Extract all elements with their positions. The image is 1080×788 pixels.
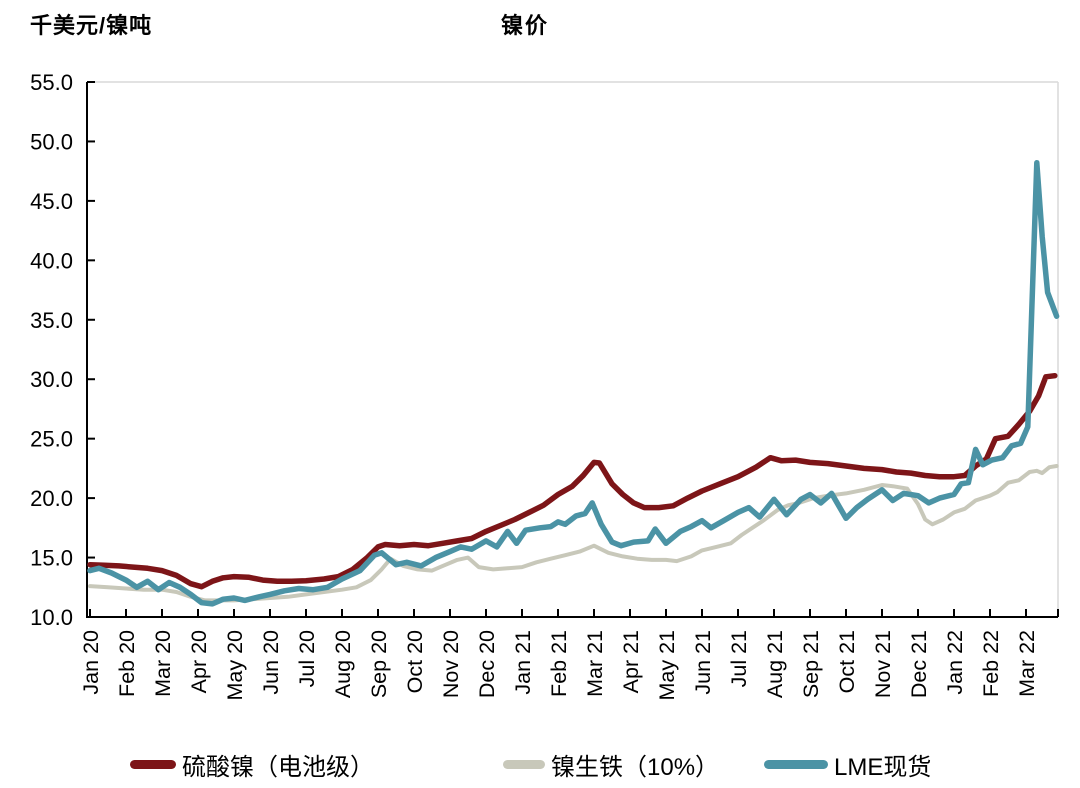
x-axis-tick-label: Mar 21 bbox=[583, 630, 607, 697]
x-axis-tick-label: Jan 20 bbox=[79, 630, 103, 695]
x-axis-tick-label: Aug 20 bbox=[331, 630, 355, 698]
x-axis-tick-label: Feb 22 bbox=[979, 630, 1003, 697]
y-axis-tick-label: 20.0 bbox=[30, 486, 73, 511]
x-axis-tick-label: Apr 20 bbox=[187, 630, 211, 693]
y-axis-tick-label: 40.0 bbox=[30, 248, 73, 273]
series-line-0 bbox=[87, 372, 1058, 590]
x-axis-tick-label: Mar 20 bbox=[151, 630, 175, 697]
x-axis-tick-label: Jan 21 bbox=[511, 630, 535, 695]
legend-swatch-nickel-sulfate bbox=[130, 759, 176, 769]
x-axis-tick-label: Dec 21 bbox=[907, 630, 931, 698]
x-axis-tick-label: Feb 21 bbox=[547, 630, 571, 697]
y-axis-tick-label: 50.0 bbox=[30, 129, 73, 154]
y-axis-tick-label: 30.0 bbox=[30, 367, 73, 392]
x-axis-tick-label: Jan 22 bbox=[943, 630, 967, 695]
y-axis-tick-label: 35.0 bbox=[30, 308, 73, 333]
x-axis-tick-label: May 21 bbox=[655, 630, 679, 701]
x-axis-tick-label: Jun 21 bbox=[691, 630, 715, 695]
legend-swatch-lme-spot bbox=[764, 759, 828, 769]
legend-label-nickel-pig-iron: 镍生铁（10%） bbox=[551, 753, 720, 781]
x-axis-tick-label: Nov 20 bbox=[439, 630, 463, 698]
legend-item-lme-spot: LME现货 bbox=[764, 748, 932, 781]
legend-swatch-nickel-pig-iron bbox=[503, 759, 545, 769]
legend-item-nickel-sulfate: 硫酸镍（电池级） bbox=[130, 748, 374, 781]
y-axis-tick-label: 55.0 bbox=[30, 70, 73, 95]
y-axis-unit-label: 千美元/镍吨 bbox=[30, 13, 153, 38]
y-axis-tick-label: 25.0 bbox=[30, 427, 73, 452]
x-axis-tick-label: Feb 20 bbox=[115, 630, 139, 697]
x-axis-tick-label: Sep 21 bbox=[799, 630, 823, 698]
x-axis-tick-label: Dec 20 bbox=[475, 630, 499, 698]
chart-legend: 硫酸镍（电池级） 镍生铁（10%） LME现货 bbox=[0, 748, 1080, 782]
x-axis-tick-label: Sep 20 bbox=[367, 630, 391, 698]
line-chart-canvas: 10.0 15.0 20.0 25.0 30.0 35.0 40.0 45.0 50.0 55.0… bbox=[30, 70, 1060, 701]
y-axis-tick-label: 10.0 bbox=[30, 605, 73, 630]
chart-title: 镍价 bbox=[500, 13, 549, 38]
series-line-1 bbox=[88, 464, 1059, 603]
legend-label-lme-spot: LME现货 bbox=[834, 753, 932, 781]
legend-item-nickel-pig-iron: 镍生铁（10%） bbox=[503, 748, 720, 781]
series-line-2 bbox=[87, 160, 1060, 607]
y-axis-tick-label: 45.0 bbox=[30, 189, 73, 214]
x-axis-tick-label: Jul 21 bbox=[727, 630, 751, 687]
x-axis-tick-label: Jul 20 bbox=[295, 630, 319, 687]
x-axis-tick-label: Jun 20 bbox=[259, 630, 283, 695]
x-axis-tick-label: Aug 21 bbox=[763, 630, 787, 698]
x-axis-tick-label: May 20 bbox=[223, 630, 247, 701]
x-axis-tick-label: Oct 20 bbox=[403, 630, 427, 693]
x-axis-tick-label: Oct 21 bbox=[835, 630, 859, 693]
legend-label-nickel-sulfate: 硫酸镍（电池级） bbox=[182, 753, 374, 781]
x-axis-tick-label: Apr 21 bbox=[619, 630, 643, 693]
y-axis-tick-label: 15.0 bbox=[30, 546, 73, 571]
x-axis-tick-label: Mar 22 bbox=[1015, 630, 1039, 697]
x-axis-tick-label: Nov 21 bbox=[871, 630, 895, 698]
